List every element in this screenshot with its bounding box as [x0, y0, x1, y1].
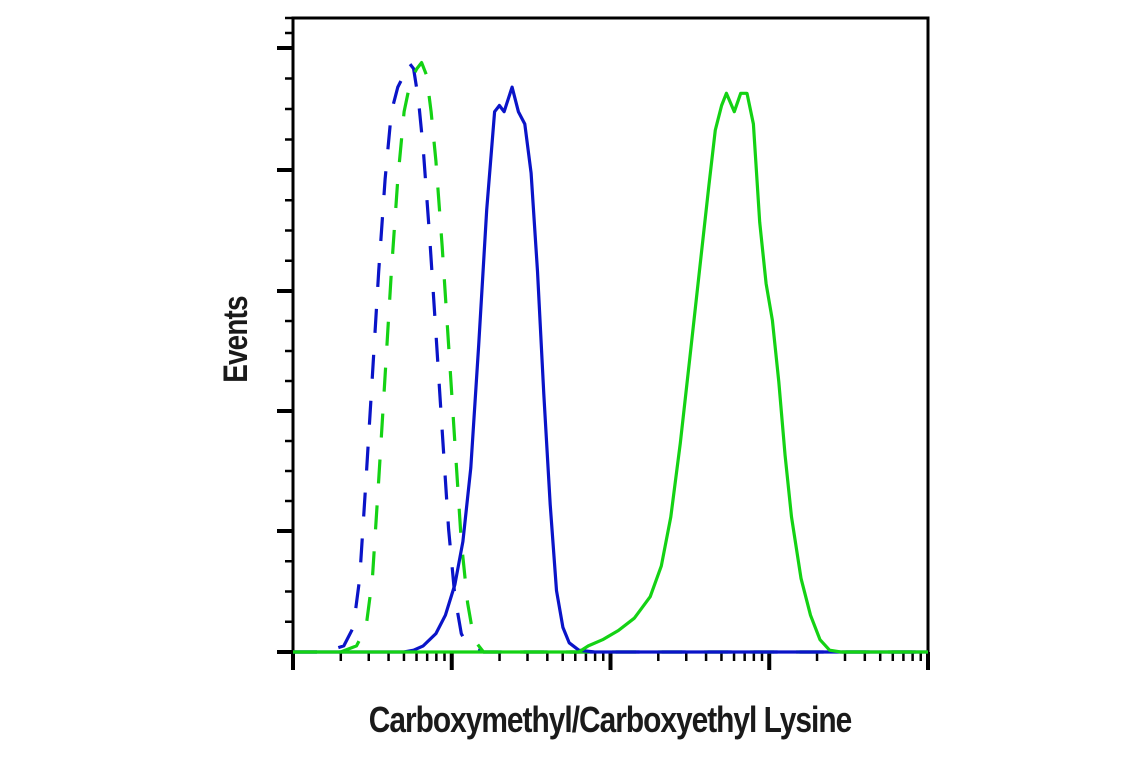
x-axis-label: Carboxymethyl/Carboxyethyl Lysine: [368, 699, 852, 740]
histogram-curve-solid-green: [293, 91, 928, 654]
y-axis-ticks: [277, 16, 293, 654]
histogram-curves: [293, 60, 928, 654]
histogram-curve-dashed-blue: [293, 60, 928, 654]
y-axis-label: Events: [217, 296, 255, 383]
histogram-curve-solid-blue: [293, 85, 928, 654]
x-axis-ticks: [291, 652, 930, 670]
histogram-curve-dashed-green: [293, 60, 928, 654]
